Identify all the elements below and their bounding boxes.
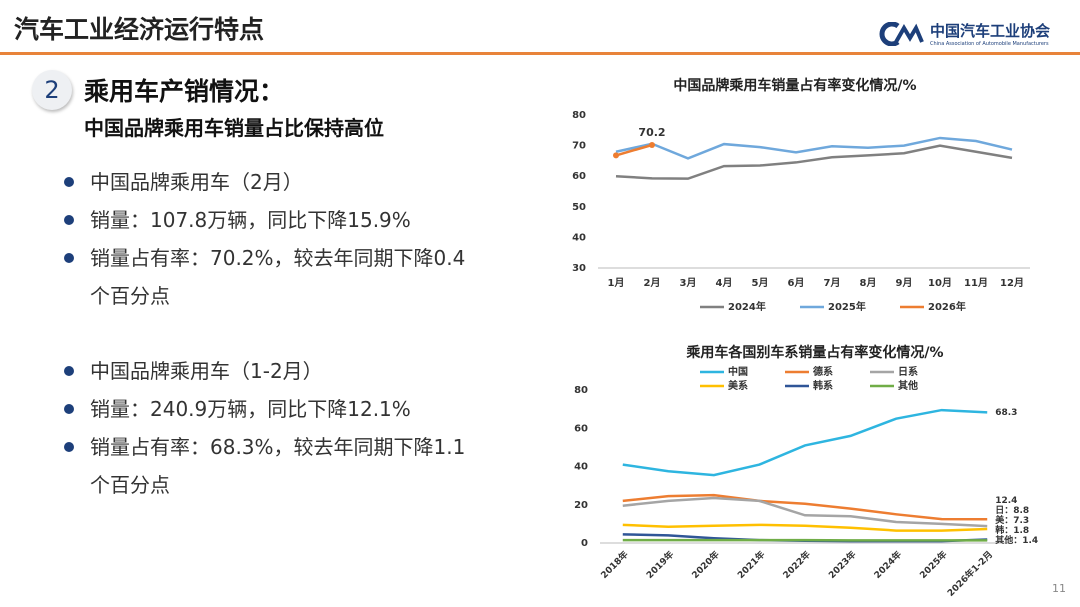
logo-text: 中国汽车工业协会 China Association of Automobile…: [930, 20, 1050, 47]
legend-label: 其他: [898, 379, 918, 392]
x-tick-label: 10月: [928, 277, 952, 289]
series-line: [615, 136, 1013, 160]
x-tick-label: 2024年: [871, 548, 904, 581]
series-line: [622, 496, 988, 528]
y-tick-label: 30: [572, 263, 586, 274]
value-label: 68.3: [995, 408, 1017, 418]
x-tick-label: 8月: [860, 277, 877, 289]
section-number: 2: [32, 70, 72, 110]
series-line: [615, 143, 653, 157]
value-label: 美：7.3: [995, 514, 1029, 526]
bullet-dot: [64, 253, 74, 263]
bullet-group: 中国品牌乘用车（1-2月） 销量：240.9万辆，同比下降12.1% 销量占有率：6…: [60, 352, 480, 504]
section-subtitle: 中国品牌乘用车销量占比保持高位: [84, 116, 384, 140]
x-tick-label: 2022年: [780, 548, 813, 581]
x-tick-label: 2023年: [826, 548, 859, 581]
bullet: 中国品牌乘用车（2月）: [60, 163, 480, 201]
bullet: 销量：107.8万辆，同比下降15.9%: [60, 201, 480, 239]
x-tick-label: 9月: [896, 277, 913, 289]
value-label: 70.2: [638, 126, 665, 139]
bullet-text: 销量占有率：68.3%，较去年同期下降1.1个百分点: [90, 435, 466, 497]
x-tick-label: 2019年: [644, 548, 677, 581]
legend-label: 2026年: [928, 300, 966, 313]
series-line: [622, 523, 988, 532]
series-line: [622, 408, 988, 477]
x-tick-label: 6月: [788, 277, 805, 289]
x-tick-label: 11月: [964, 277, 988, 289]
legend-label: 2025年: [828, 300, 866, 313]
logo-english: China Association of Automobile Manufact…: [929, 41, 1049, 47]
y-tick-label: 80: [572, 110, 586, 121]
legend-label: 德系: [812, 365, 833, 378]
bullet-text: 中国品牌乘用车（2月）: [90, 170, 303, 194]
bullet-text: 销量：240.9万辆，同比下降12.1%: [90, 397, 411, 421]
y-tick-label: 20: [574, 500, 588, 511]
x-tick-label: 2026年1-2月: [945, 548, 995, 598]
bullet-dot: [64, 366, 74, 376]
legend-label: 日系: [898, 365, 918, 378]
point: [649, 141, 655, 148]
bullet: 中国品牌乘用车（1-2月）: [60, 352, 480, 390]
x-tick-label: 12月: [1000, 277, 1024, 289]
y-tick-label: 60: [574, 423, 588, 434]
value-label: 12.4: [995, 496, 1017, 506]
logo-name: 中国汽车工业协会: [929, 22, 1050, 40]
y-tick-label: 50: [572, 202, 586, 213]
x-tick-label: 2021年: [735, 548, 768, 581]
x-tick-label: 2018年: [598, 548, 631, 581]
x-tick-label: 3月: [680, 277, 697, 289]
x-tick-label: 4月: [716, 277, 733, 289]
bullet-text: 销量占有率：70.2%，较去年同期下降0.4个百分点: [90, 246, 466, 308]
series-line: [615, 144, 1013, 180]
logo-mark: [879, 21, 924, 46]
chart-title: 中国品牌乘用车销量占有率变化情况/%: [673, 77, 916, 94]
y-tick-label: 40: [574, 462, 588, 473]
bullet-dot: [64, 442, 74, 452]
y-tick-label: 60: [572, 171, 586, 182]
bullet-dot: [64, 404, 74, 414]
bullet: 销量占有率：68.3%，较去年同期下降1.1个百分点: [60, 428, 480, 504]
x-tick-label: 7月: [824, 277, 841, 289]
bullet-text: 销量：107.8万辆，同比下降15.9%: [90, 208, 411, 232]
bullet-text: 中国品牌乘用车（1-2月）: [90, 359, 323, 383]
header-rule: [0, 52, 1080, 55]
value-label: 其他：1.4: [995, 534, 1038, 546]
value-label: 韩：1.8: [995, 524, 1029, 536]
bullet-group: 中国品牌乘用车（2月） 销量：107.8万辆，同比下降15.9% 销量占有率：70.…: [60, 163, 480, 315]
legend-label: 韩系: [813, 379, 833, 392]
page-number: 11: [1052, 582, 1066, 595]
slide-title: 汽车工业经济运行特点: [14, 15, 265, 44]
bullet: 销量：240.9万辆，同比下降12.1%: [60, 390, 480, 428]
y-tick-label: 0: [581, 538, 588, 549]
chart-title: 乘用车各国别车系销量占有率变化情况/%: [685, 344, 943, 361]
bullet: 销量占有率：70.2%，较去年同期下降0.4个百分点: [60, 239, 480, 315]
legend-label: 2024年: [728, 300, 766, 313]
bullet-dot: [64, 177, 74, 187]
series-line: [622, 493, 988, 521]
legend-label: 美系: [728, 379, 748, 392]
x-tick-label: 5月: [752, 277, 769, 289]
x-tick-label: 1月: [608, 277, 625, 289]
y-tick-label: 80: [574, 385, 588, 396]
x-tick-label: 2020年: [689, 548, 722, 581]
section-title: 乘用车产销情况：: [84, 77, 285, 106]
x-tick-label: 2025年: [917, 548, 950, 581]
y-tick-label: 40: [572, 232, 586, 243]
point: [613, 152, 619, 159]
x-tick-label: 2月: [644, 277, 661, 289]
bullet-dot: [64, 215, 74, 225]
y-tick-label: 70: [572, 141, 586, 152]
legend-label: 中国: [728, 365, 748, 378]
value-label: 日：8.8: [995, 505, 1029, 516]
logo: 中国汽车工业协会 China Association of Automobile…: [876, 20, 1050, 47]
